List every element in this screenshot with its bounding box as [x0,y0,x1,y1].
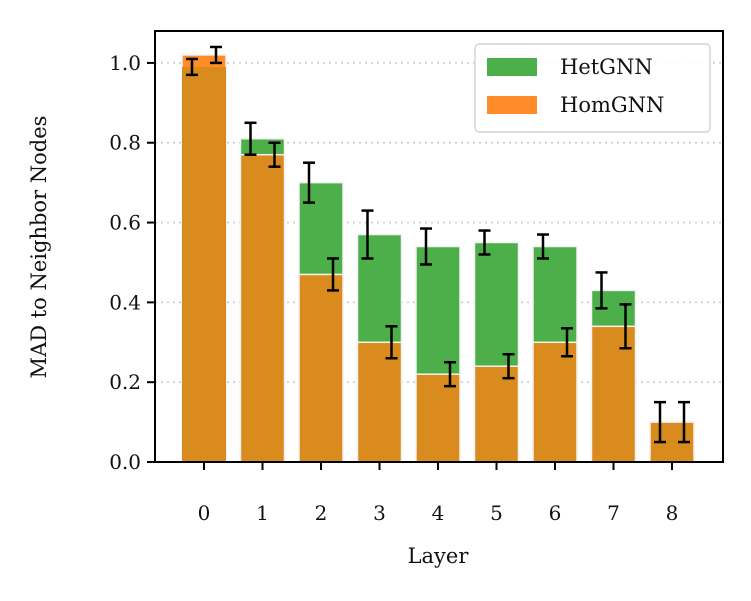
y-tick-label: 0.8 [109,131,141,155]
legend-swatch-hetgnn [487,58,537,76]
error-bar-hetgnn [595,271,608,310]
error-bars [186,45,690,444]
bar-homgnn [298,273,344,463]
error-bar-homgnn [619,303,632,350]
x-tick-label: 2 [315,501,328,525]
legend-label-hetgnn: HetGNN [560,55,653,79]
x-tick-label: 5 [490,501,503,525]
error-bar-hetgnn [420,227,432,266]
error-bar-hetgnn [654,400,666,444]
error-bar-homgnn [327,257,339,292]
y-tick-label: 0.2 [109,370,141,394]
bar-overlap [182,66,226,463]
error-bar-homgnn [502,353,515,380]
error-bar-homgnn [561,327,573,358]
legend-swatch-homgnn [487,96,537,114]
bar-homgnn [356,341,403,463]
x-tick-label: 8 [666,501,679,525]
bar-homgnn [473,365,520,463]
y-axis: 0.0 0.2 0.4 0.6 0.8 1.0 [109,51,155,474]
bar-homgnn [590,325,637,463]
x-tick-label: 3 [373,501,386,525]
error-bar-homgnn [444,360,456,388]
y-tick-label: 0.6 [109,211,141,235]
legend-label-homgnn: HomGNN [560,93,664,117]
y-axis-label: MAD to Neighbor Nodes [27,116,51,379]
error-bar-hetgnn [244,121,257,156]
error-bar-homgnn [678,400,690,444]
error-bar-hetgnn [186,57,198,77]
x-tick-label: 1 [256,501,269,525]
x-tick-label: 6 [549,501,562,525]
error-bar-hetgnn [478,229,491,256]
x-tick-label: 0 [198,501,211,525]
y-tick-label: 0.4 [109,290,141,314]
x-tick-label: 4 [432,501,445,525]
error-bar-homgnn [210,45,222,65]
y-tick-label: 1.0 [109,51,141,75]
x-tick-label: 7 [607,501,620,525]
error-bar-hetgnn [361,209,374,260]
bar-homgnn [532,341,578,463]
error-bar-hetgnn [537,233,549,260]
y-tick-label: 0.0 [109,450,141,474]
error-bar-homgnn [385,325,398,360]
error-bar-homgnn [268,141,281,168]
x-axis: 0 1 2 3 4 5 6 7 8 [198,462,679,525]
bar-homgnn [239,153,286,463]
x-axis-label: Layer [408,544,470,568]
legend: HetGNN HomGNN [474,43,711,133]
error-bar-hetgnn [303,161,315,204]
bar-homgnn [415,373,461,463]
